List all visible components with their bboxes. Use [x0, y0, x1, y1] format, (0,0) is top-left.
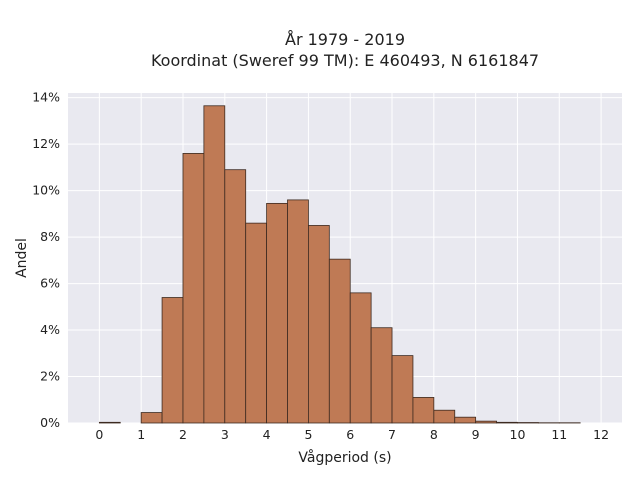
histogram-bar [308, 225, 330, 424]
histogram-bar [433, 409, 456, 424]
x-tick-label: 8 [430, 427, 438, 442]
x-tick-label: 9 [472, 427, 480, 442]
x-tick-label: 2 [179, 427, 187, 442]
histogram-bar [454, 416, 477, 424]
histogram-bar [224, 169, 247, 424]
y-axis-label: Andel [14, 238, 30, 278]
chart-title-line-2: Koordinat (Sweref 99 TM): E 460493, N 61… [151, 51, 539, 70]
x-tick-label: 11 [551, 427, 567, 442]
histogram-bar [245, 222, 268, 424]
x-tick-label: 7 [388, 427, 396, 442]
histogram-bar [412, 397, 435, 424]
y-axis-ticks: 0% 2% 4% 6% 8% 10% 12% 14% [32, 90, 60, 430]
chart-title-line-1: År 1979 - 2019 [285, 30, 405, 49]
x-tick-label: 0 [95, 427, 103, 442]
y-tick-label: 4% [40, 322, 60, 337]
x-axis-label: Vågperiod (s) [298, 449, 391, 466]
y-tick-label: 6% [40, 276, 60, 291]
histogram-bar [328, 258, 351, 424]
histogram-bar [496, 421, 518, 424]
histogram-bar [370, 327, 393, 424]
y-tick-label: 0% [40, 415, 60, 430]
histogram-bars [98, 105, 581, 424]
histogram-bar [203, 105, 226, 424]
y-tick-label: 12% [32, 136, 60, 151]
y-tick-label: 10% [32, 183, 60, 198]
x-tick-label: 12 [593, 427, 609, 442]
histogram-bar [349, 292, 372, 424]
y-tick-label: 14% [32, 90, 60, 105]
x-tick-label: 5 [304, 427, 312, 442]
histogram-bar [182, 153, 205, 424]
x-tick-label: 4 [263, 427, 271, 442]
histogram-bar [266, 202, 288, 424]
x-tick-label: 3 [221, 427, 229, 442]
histogram-bar [98, 421, 121, 424]
histogram-bar [161, 297, 184, 424]
y-tick-label: 2% [40, 369, 60, 384]
histogram-bar [287, 199, 309, 424]
x-axis-ticks: 0 1 2 3 4 5 6 7 8 9 10 11 12 [95, 427, 609, 442]
histogram-bar [475, 420, 497, 424]
x-tick-label: 1 [137, 427, 145, 442]
x-tick-label: 10 [510, 427, 526, 442]
y-tick-label: 8% [40, 229, 60, 244]
histogram-bar [140, 412, 163, 424]
x-tick-label: 6 [346, 427, 354, 442]
histogram-bar [391, 355, 414, 424]
